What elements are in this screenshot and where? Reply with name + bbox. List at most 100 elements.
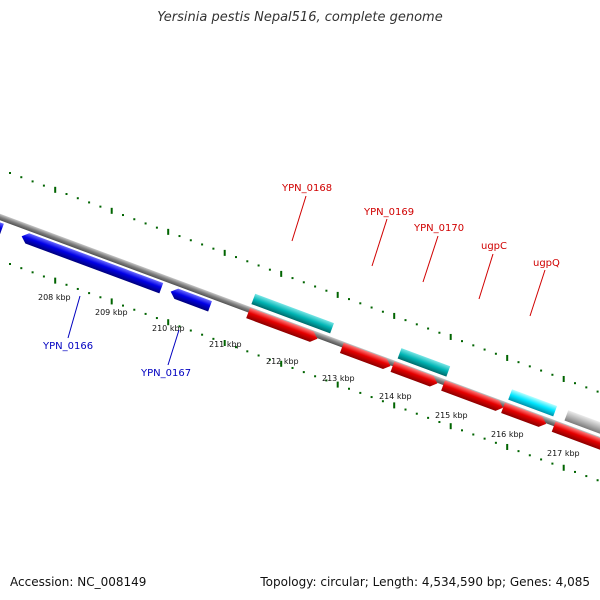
major-tick (280, 360, 283, 367)
gene-label-ugpc[interactable]: ugpC (481, 241, 507, 252)
tick-label: 213 kbp (322, 374, 355, 383)
gene-feature-ugpq[interactable] (508, 389, 558, 417)
minor-tick (528, 365, 531, 368)
tick-label: 217 kbp (547, 449, 580, 458)
minor-tick (189, 239, 192, 242)
tick-label: 208 kbp (38, 293, 71, 302)
minor-tick (325, 379, 328, 382)
minor-tick (31, 271, 34, 274)
minor-tick (246, 350, 249, 353)
minor-tick (528, 454, 531, 457)
gene-feature-ypn-0169[interactable] (339, 342, 393, 371)
minor-tick (155, 226, 158, 229)
minor-tick (370, 396, 373, 399)
minor-tick (427, 416, 430, 419)
minor-tick (122, 304, 124, 307)
tick-label: 215 kbp (435, 411, 468, 420)
minor-tick (438, 331, 441, 334)
minor-tick (257, 264, 260, 267)
minor-tick (381, 400, 384, 403)
minor-tick (65, 193, 68, 196)
minor-tick (348, 298, 350, 301)
minor-tick (370, 306, 373, 309)
minor-tick (88, 292, 91, 295)
gene-labels: YPN_0166 YPN_0167 YPN_0168 YPN_0169 YPN_… (42, 183, 560, 379)
minor-tick (314, 285, 317, 288)
minor-tick (302, 281, 305, 284)
major-tick (167, 319, 170, 326)
minor-tick (325, 289, 328, 292)
minor-tick (472, 344, 475, 347)
minor-tick (438, 421, 441, 424)
major-tick (223, 340, 226, 347)
minor-tick (133, 218, 136, 221)
gene-label-ypn-0166[interactable]: YPN_0166 (42, 341, 93, 352)
minor-tick (20, 267, 23, 270)
major-tick (393, 312, 396, 319)
gene-feature-ypn-0166[interactable] (20, 231, 164, 294)
minor-tick (494, 352, 497, 355)
label-leaders (67, 195, 546, 366)
minor-tick (212, 247, 215, 250)
leader-ypn-0168 (291, 195, 307, 242)
gene-feature-ypn-0168[interactable] (251, 293, 334, 334)
major-tick (336, 291, 339, 298)
gene-feature-ugpc[interactable] (441, 380, 505, 413)
gene-label-ypn-0167[interactable]: YPN_0167 (140, 368, 191, 379)
minor-tick (268, 268, 271, 271)
minor-tick (42, 184, 45, 187)
gene-feature-grey-partial[interactable] (564, 410, 600, 449)
minor-tick (235, 346, 237, 349)
major-tick (54, 277, 57, 284)
outer-tick-row (9, 172, 599, 393)
minor-tick (483, 437, 486, 440)
minor-tick (540, 369, 543, 372)
genome-title: Yersinia pestis Nepal516, complete genom… (157, 10, 443, 25)
minor-tick (212, 337, 215, 340)
minor-tick (596, 390, 599, 393)
gene-feature-red-right-edge[interactable] (551, 421, 600, 457)
gene-label-ugpq[interactable]: ugpQ (533, 258, 560, 269)
major-tick (336, 381, 339, 388)
major-tick (280, 270, 283, 277)
gene-feature-ypn-0168-red[interactable] (246, 307, 319, 344)
minor-tick (359, 391, 362, 394)
minor-tick (461, 340, 463, 343)
minor-tick (381, 310, 384, 313)
major-tick (54, 186, 57, 193)
gene-label-ypn-0168[interactable]: YPN_0168 (281, 183, 332, 194)
minor-tick (415, 323, 418, 326)
major-tick (449, 423, 452, 430)
gene-label-ypn-0170[interactable]: YPN_0170 (413, 223, 464, 234)
minor-tick (246, 260, 249, 263)
minor-tick (268, 358, 271, 361)
gene-feature-ugpc-2[interactable] (501, 402, 548, 429)
gene-feature-ypn-0170[interactable] (397, 348, 451, 377)
tick-label: 216 kbp (491, 430, 524, 439)
minor-tick (404, 408, 407, 411)
minor-tick (76, 197, 79, 200)
minor-tick (574, 470, 576, 473)
minor-tick (483, 348, 486, 351)
minor-tick (472, 433, 475, 436)
major-tick (449, 333, 452, 340)
minor-tick (291, 366, 294, 369)
tick-label: 212 kbp (266, 357, 299, 366)
tick-label: 211 kbp (209, 340, 242, 349)
minor-tick (76, 287, 79, 290)
genome-summary-text: Topology: circular; Length: 4,534,590 bp… (260, 575, 590, 589)
gene-feature-ypn-0167[interactable] (169, 287, 212, 312)
major-tick (506, 354, 509, 361)
major-tick (393, 402, 396, 409)
minor-tick (178, 325, 181, 328)
minor-tick (65, 283, 68, 286)
minor-tick (133, 308, 136, 311)
gene-feature-ypn-0170-red[interactable] (390, 361, 440, 389)
gene-label-ypn-0169[interactable]: YPN_0169 (363, 207, 414, 218)
minor-tick (540, 458, 543, 461)
inner-tick-row (9, 263, 599, 482)
minor-tick (585, 475, 588, 478)
minor-tick (585, 386, 588, 389)
